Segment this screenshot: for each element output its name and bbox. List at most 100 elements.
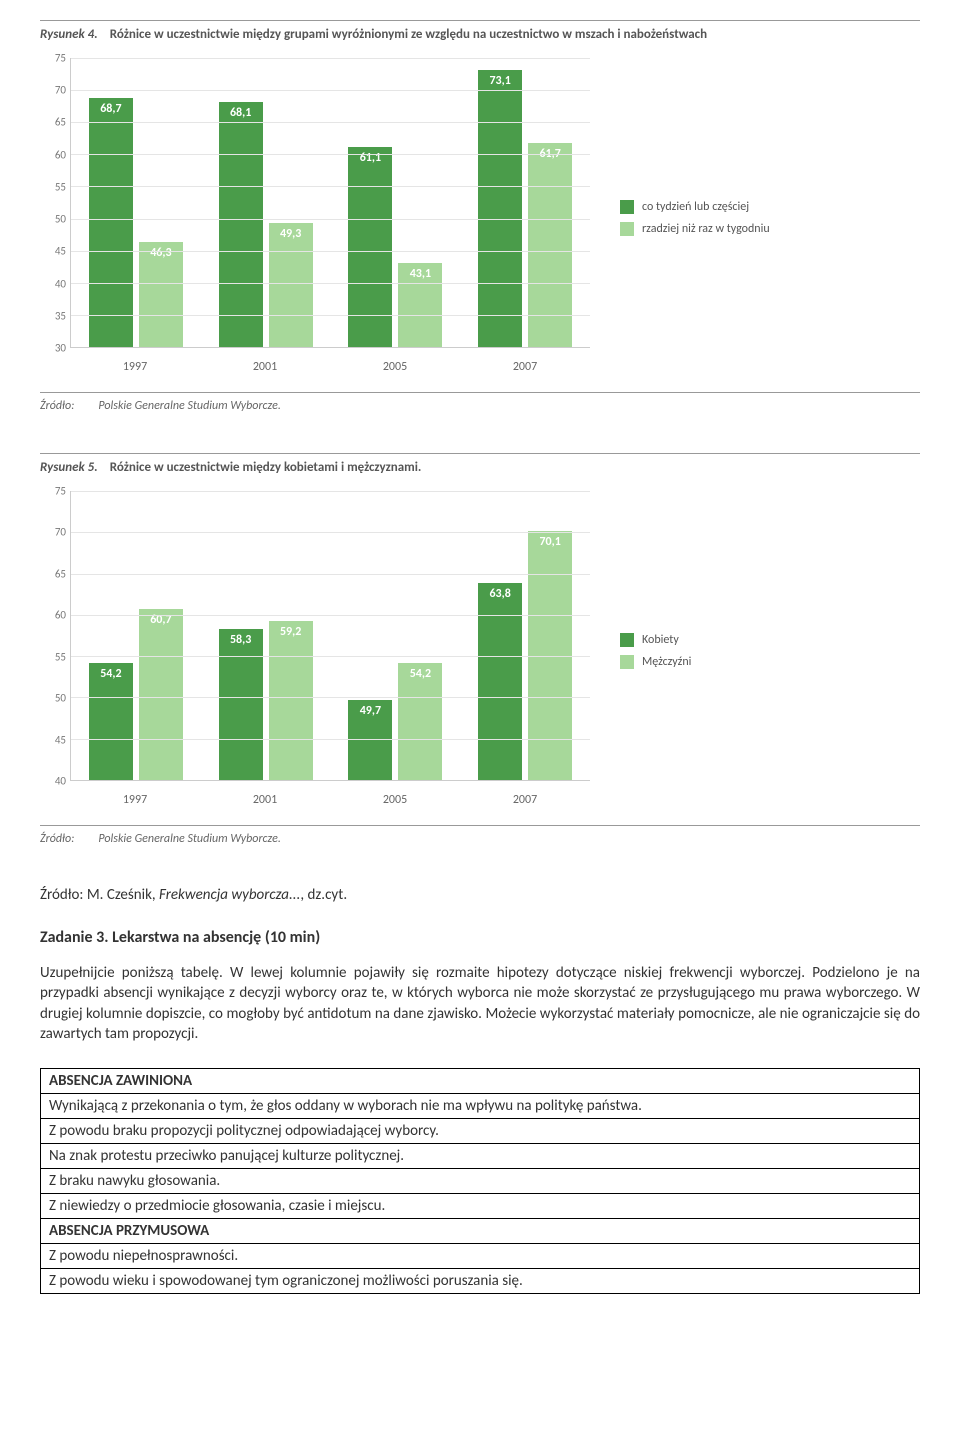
legend-label: co tydzień lub częściej <box>642 200 749 214</box>
figure-5-label: Rysunek 5. <box>40 460 98 475</box>
x-label: 1997 <box>70 787 200 811</box>
bar-value: 49,3 <box>280 227 301 241</box>
grid-line <box>71 251 590 252</box>
bar-value: 54,2 <box>410 667 431 681</box>
table-row: Z niewiedzy o przedmiocie głosowania, cz… <box>41 1194 920 1219</box>
figure-4: Rysunek 4. Różnice w uczestnictwie międz… <box>40 20 920 413</box>
chart-1-legend: co tydzień lub częściej rzadziej niż raz … <box>620 192 770 244</box>
chart-1-x-axis: 1997200120052007 <box>70 354 590 378</box>
figure-4-source: Źródło: Polskie Generalne Studium Wyborc… <box>40 392 920 413</box>
figure-5-header: Rysunek 5. Różnice w uczestnictwie międz… <box>40 453 920 475</box>
absence-table: ABSENCJA ZAWINIONAWynikającą z przekonan… <box>40 1068 920 1294</box>
table-row: Z powodu niepełnosprawności. <box>41 1244 920 1269</box>
figure-4-label: Rysunek 4. <box>40 27 98 42</box>
y-tick: 65 <box>55 116 66 129</box>
grid-line <box>71 154 590 155</box>
y-tick: 45 <box>55 245 66 258</box>
figure-4-title: Różnice w uczestnictwie między grupami w… <box>110 27 707 42</box>
chart-1-y-axis: 30354045505560657075 <box>42 58 66 348</box>
bar-group: 61,143,1 <box>331 58 461 347</box>
bar: 54,2 <box>89 663 133 780</box>
legend-swatch <box>620 200 634 214</box>
legend-item: Kobiety <box>620 633 691 647</box>
legend-item: rzadziej niż raz w tygodniu <box>620 222 770 236</box>
x-label: 2007 <box>460 354 590 378</box>
bar: 54,2 <box>398 663 442 780</box>
y-tick: 50 <box>55 213 66 226</box>
table-row: Z braku nawyku głosowania. <box>41 1169 920 1194</box>
figure-5-source: Źródło: Polskie Generalne Studium Wyborc… <box>40 825 920 846</box>
absence-table-body: ABSENCJA ZAWINIONAWynikającą z przekonan… <box>41 1069 920 1294</box>
legend-label: Mężczyźni <box>642 655 691 669</box>
table-row: Na znak protestu przeciwko panującej kul… <box>41 1144 920 1169</box>
chart-1: 30354045505560657075 68,746,368,149,361,… <box>70 58 590 378</box>
grid-line <box>71 656 590 657</box>
bar: 49,7 <box>348 700 392 780</box>
x-label: 2005 <box>330 787 460 811</box>
grid-line <box>71 219 590 220</box>
task-heading: Zadanie 3. Lekarstwa na absencję (10 min… <box>40 928 920 947</box>
legend-label: rzadziej niż raz w tygodniu <box>642 222 770 236</box>
bar: 68,7 <box>89 98 133 347</box>
bar-value: 68,7 <box>100 102 121 116</box>
task-body: Uzupełnijcie poniższą tabelę. W lewej ko… <box>40 963 920 1044</box>
chart-2: 4045505560657075 54,260,758,359,249,754,… <box>70 491 590 811</box>
x-label: 2001 <box>200 354 330 378</box>
y-tick: 60 <box>55 609 66 622</box>
grid-line <box>71 615 590 616</box>
bar-group: 58,359,2 <box>201 491 331 780</box>
bar-group: 68,1 49,3 <box>201 58 331 347</box>
y-tick: 40 <box>55 775 66 788</box>
grid-line <box>71 697 590 698</box>
figure-4-body: 30354045505560657075 68,746,368,149,361,… <box>40 58 920 378</box>
grid-line <box>71 491 590 492</box>
bar: 68,1 <box>219 102 263 347</box>
figure-5-body: 4045505560657075 54,260,758,359,249,754,… <box>40 491 920 811</box>
bar-value: 70,1 <box>539 535 560 549</box>
bar-value: 43,1 <box>410 267 431 281</box>
x-label: 2005 <box>330 354 460 378</box>
legend-label: Kobiety <box>642 633 679 647</box>
grid-line <box>71 739 590 740</box>
grid-line <box>71 315 590 316</box>
x-label: 1997 <box>70 354 200 378</box>
y-tick: 75 <box>55 485 66 498</box>
y-tick: 50 <box>55 692 66 705</box>
grid-line <box>71 574 590 575</box>
bar-value: 73,1 <box>489 74 510 88</box>
y-tick: 55 <box>55 180 66 193</box>
grid-line <box>71 186 590 187</box>
citation-suffix: , dz.cyt. <box>300 886 347 904</box>
y-tick: 30 <box>55 342 66 355</box>
figure-5: Rysunek 5. Różnice w uczestnictwie międz… <box>40 453 920 846</box>
table-cell: Na znak protestu przeciwko panującej kul… <box>41 1144 920 1169</box>
table-cell: Z powodu wieku i spowodowanej tym ograni… <box>41 1269 920 1294</box>
figure-4-header: Rysunek 4. Różnice w uczestnictwie międz… <box>40 20 920 42</box>
bar: 73,1 <box>478 70 522 347</box>
table-cell: Z braku nawyku głosowania. <box>41 1169 920 1194</box>
figure-5-title: Różnice w uczestnictwie między kobietami… <box>110 460 422 475</box>
table-row: Z powodu braku propozycji politycznej od… <box>41 1119 920 1144</box>
chart-2-bars: 54,260,758,359,249,754,263,870,1 <box>71 491 590 780</box>
y-tick: 35 <box>55 309 66 322</box>
bar-value: 63,8 <box>489 587 510 601</box>
bar-group: 73,161,7 <box>460 58 590 347</box>
source-text: Polskie Generalne Studium Wyborcze. <box>98 832 280 846</box>
table-cell: Wynikającą z przekonania o tym, że głos … <box>41 1094 920 1119</box>
chart-1-plot: 68,7 46,3 68,1 49,3 61,143,173,161,7 <box>70 58 590 348</box>
bar: 60,7 <box>139 609 183 780</box>
table-header-cell: ABSENCJA ZAWINIONA <box>41 1069 920 1094</box>
legend-swatch <box>620 222 634 236</box>
bar: 46,3 <box>139 242 183 347</box>
y-tick: 45 <box>55 733 66 746</box>
bar-value: 68,1 <box>230 106 251 120</box>
y-tick: 60 <box>55 148 66 161</box>
x-label: 2001 <box>200 787 330 811</box>
chart-2-y-axis: 4045505560657075 <box>42 491 66 781</box>
chart-2-plot: 54,260,758,359,249,754,263,870,1 <box>70 491 590 781</box>
citation-work: Frekwencja wyborcza... <box>159 886 300 904</box>
grid-line <box>71 283 590 284</box>
bar-value: 49,7 <box>360 704 381 718</box>
table-row: ABSENCJA ZAWINIONA <box>41 1069 920 1094</box>
citation: Źródło: M. Cześnik, Frekwencja wyborcza.… <box>40 886 920 904</box>
